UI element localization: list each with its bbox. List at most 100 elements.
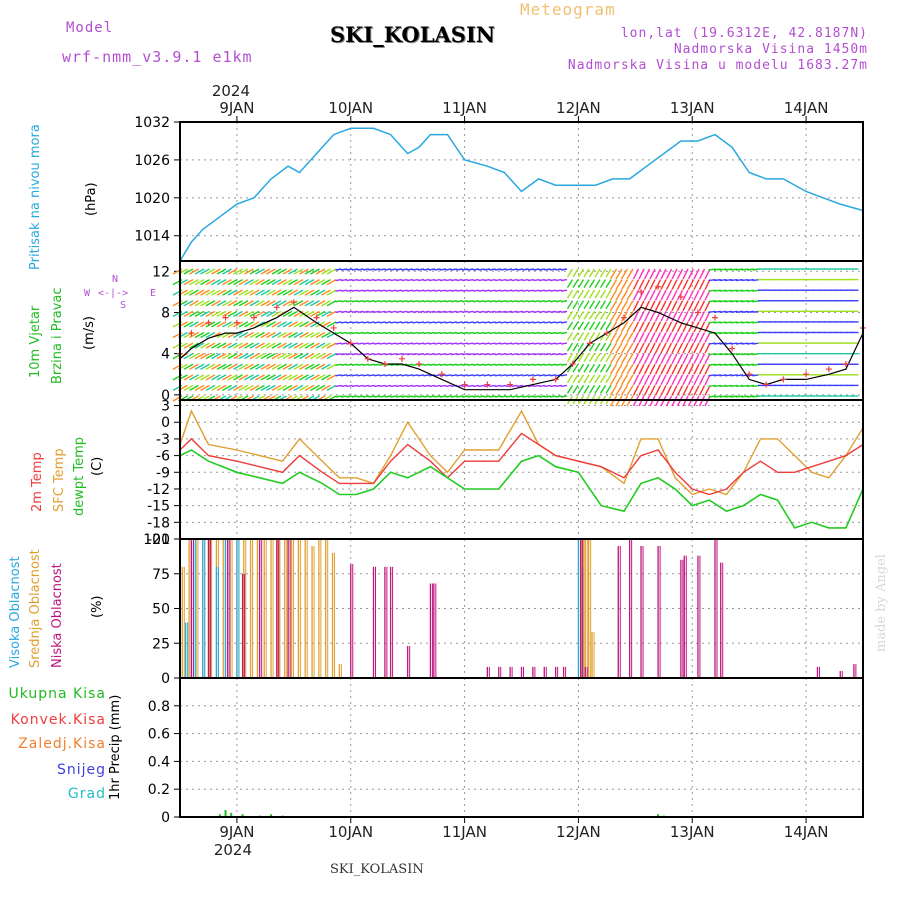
wind-arrow [472, 342, 480, 345]
wind-arrow [572, 321, 579, 331]
wind-arrow [368, 268, 375, 271]
wind-arrow [183, 310, 194, 317]
wind-arrow [340, 268, 348, 271]
wind-arrow [730, 342, 738, 345]
x-tick-label-top: 9JAN [219, 99, 254, 117]
wind-arrow [713, 363, 722, 366]
wind-arrow [560, 363, 568, 366]
wind-arrow [368, 374, 375, 377]
wind-arrow [450, 363, 458, 366]
y-tick-label: 1014 [134, 229, 170, 245]
wind-arrow [472, 331, 480, 335]
wind-arrow [450, 342, 458, 345]
wind-arrow [489, 300, 496, 303]
wind-arrow [255, 278, 265, 286]
dewpt-line [179, 449, 864, 529]
wind-arrow [522, 289, 529, 292]
wind-arrow [351, 310, 359, 314]
wind-arrow [676, 374, 684, 386]
wind-arrow [321, 353, 331, 360]
wind-arrow [620, 289, 629, 301]
y-tick-label: 50 [152, 602, 170, 618]
wind-arrow [260, 384, 271, 392]
wind-gust-marker [250, 314, 257, 321]
wind-arrow [346, 300, 353, 303]
wind-arrow [620, 374, 629, 386]
wind-arrow [315, 310, 326, 317]
y-tick-label: 4 [161, 347, 170, 363]
wind-arrow [315, 374, 326, 381]
wind-arrow [583, 332, 590, 341]
wind-arrow [467, 310, 474, 314]
x-tick-label-bottom: 10JAN [328, 823, 373, 841]
wind-arrow [395, 395, 403, 398]
wind-arrow [472, 363, 480, 366]
wind-arrow [583, 321, 590, 331]
wind-arrow [260, 342, 271, 349]
wind-arrow [222, 310, 232, 317]
wind-arrow [266, 321, 276, 328]
wind-arrow [456, 289, 463, 292]
wind-arrow [489, 278, 496, 282]
wind-arrow [599, 310, 607, 320]
wind-arrow [384, 352, 392, 356]
wind-arrow [304, 363, 315, 370]
wind-arrow [643, 289, 651, 301]
wind-arrow [730, 395, 738, 398]
wind-arrow [445, 289, 452, 292]
wind-arrow [594, 268, 601, 278]
wind-arrow [588, 321, 596, 331]
wind-arrow [310, 310, 320, 317]
wind-arrow [340, 278, 348, 282]
wind-arrow [555, 395, 562, 398]
wind-arrow [189, 363, 199, 370]
wind-arrow [549, 363, 557, 366]
wind-arrow [643, 353, 651, 364]
wind-arrow [577, 332, 585, 341]
wind-arrow [340, 374, 348, 377]
wind-arrow [351, 268, 359, 271]
wind-arrow [605, 310, 612, 320]
wind-arrow [450, 395, 458, 398]
wind-arrow [417, 310, 425, 314]
wind-arrow [406, 310, 414, 314]
wind-arrow [293, 342, 304, 349]
wind-arrow [412, 268, 419, 271]
wind-arrow [724, 321, 733, 324]
wind-arrow [467, 395, 474, 398]
wind-gust-marker [273, 304, 280, 311]
wind-arrow [522, 363, 529, 366]
wind-arrow [665, 342, 673, 354]
wind-arrow [326, 384, 337, 392]
wind-arrow [682, 279, 689, 290]
wind-arrow [379, 374, 386, 377]
wind-arrow [362, 342, 370, 345]
y-tick-label: 75 [152, 567, 170, 583]
wind-arrow [373, 278, 381, 282]
wind-arrow [189, 374, 199, 381]
wind-arrow [483, 374, 491, 377]
wind-arrow [500, 395, 507, 398]
sfc-temp-line [179, 409, 864, 496]
wind-arrow [238, 374, 249, 381]
wind-arrow [555, 278, 562, 282]
wind-arrow [693, 363, 700, 375]
wind-arrow [577, 363, 585, 373]
wind-arrow [417, 374, 425, 377]
wind-arrow [741, 331, 749, 335]
wind-arrow [626, 268, 634, 280]
wind-arrow [566, 385, 574, 394]
precip-legend-hail: Grad [67, 786, 106, 802]
wind-arrow [406, 384, 414, 388]
wind-arrow [544, 278, 551, 282]
wind-arrow [741, 278, 749, 282]
wind-arrow [227, 353, 238, 360]
wind-arrow [412, 278, 419, 282]
wind-arrow [605, 321, 612, 331]
wind-arrow [472, 310, 480, 314]
wind-arrow [687, 374, 695, 386]
wind-gust-marker [484, 381, 491, 388]
wind-arrow [362, 352, 370, 356]
wind-arrow [511, 384, 518, 388]
y-tick-label: -21 [147, 532, 170, 548]
